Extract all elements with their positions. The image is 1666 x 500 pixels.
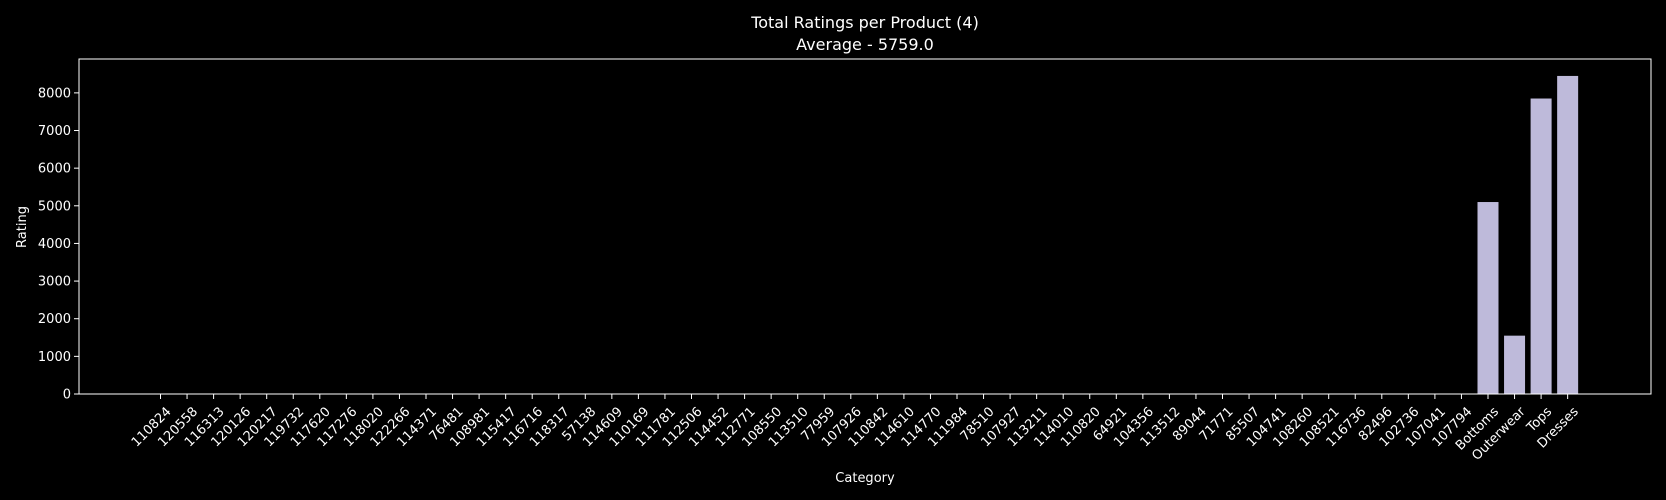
chart-title: Total Ratings per Product (4) [750,13,979,32]
chart-subtitle: Average - 5759.0 [796,35,934,54]
y-axis-label: Rating [15,206,30,248]
bar-outerwear [1504,335,1526,394]
y-ticks-group: 0 1000 2000 3000 4000 5000 6000 7000 8000 [38,86,79,403]
y-tick-label: 0 [63,388,71,403]
y-tick-label: 2000 [38,312,71,327]
y-tick-label: 7000 [38,124,71,139]
x-axis-label: Category [835,471,895,486]
bar-bottoms [1477,202,1499,394]
y-tick-label: 8000 [38,86,71,101]
bars-group [150,75,1579,395]
y-tick-label: 1000 [38,350,71,365]
y-tick-label: 5000 [38,199,71,214]
y-tick-label: 6000 [38,162,71,177]
y-tick-label: 4000 [38,237,71,252]
y-tick-label: 3000 [38,275,71,290]
bar-dresses [1557,75,1579,394]
bar-tops [1530,98,1552,395]
plot-frame [78,58,1652,395]
